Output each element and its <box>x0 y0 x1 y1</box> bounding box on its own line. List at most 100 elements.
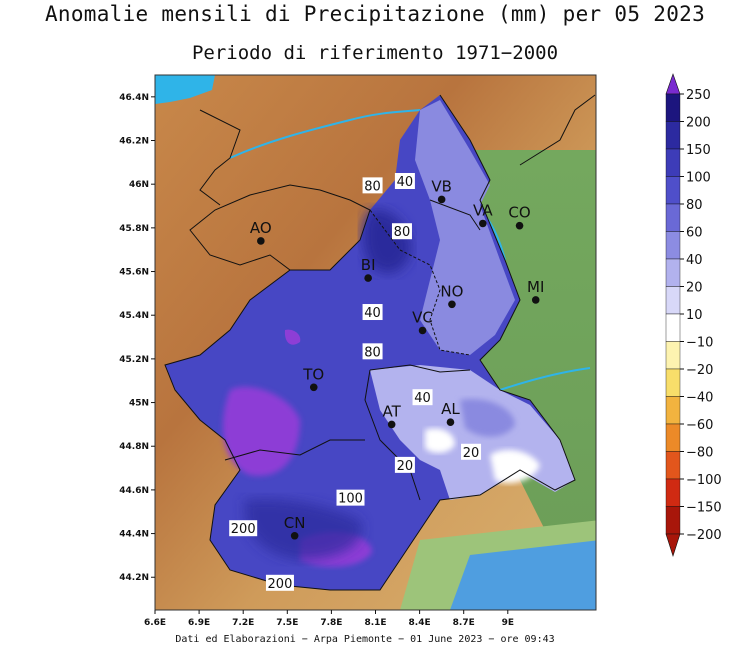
legend-swatch <box>665 93 681 122</box>
contour-label: 40 <box>364 306 381 321</box>
legend-level-label: −150 <box>686 501 722 516</box>
lon-tick-label: 8.4E <box>409 618 431 628</box>
contour-label: 200 <box>268 577 293 592</box>
river-rhone <box>229 109 421 159</box>
legend-swatch <box>665 341 681 370</box>
contour-label: 40 <box>397 175 414 190</box>
legend-swatch <box>665 148 681 177</box>
color-legend: 250 200 150 100 80 60 40 20 10 −10 −20 −40 −60 −80 −10… <box>665 73 722 557</box>
legend-swatch <box>665 231 681 260</box>
city-marker-no <box>448 300 456 309</box>
lon-tick-label: 7.5E <box>276 618 298 628</box>
legend-swatch <box>665 423 681 452</box>
anomaly-cuneo-core <box>244 498 363 560</box>
contour-label-box <box>391 223 412 240</box>
contour-label-box <box>412 389 433 406</box>
legend-level-label: −80 <box>686 446 713 461</box>
contour-label: 80 <box>364 179 381 194</box>
lat-tick-label: 44.2N <box>119 573 149 583</box>
legend-level-label: −40 <box>686 391 713 406</box>
contour-label: 20 <box>397 459 414 474</box>
city-label-co: CO <box>508 204 530 222</box>
lat-tick-label: 45.2N <box>119 355 149 365</box>
contour-label: 100 <box>338 492 363 507</box>
lat-tick-label: 46N <box>129 180 149 190</box>
city-marker-bi <box>364 274 372 282</box>
legend-level-label: −60 <box>686 418 713 433</box>
city-marker-vc <box>418 326 427 335</box>
lat-tick-label: 45.4N <box>119 311 149 321</box>
legend-swatch <box>665 451 681 480</box>
legend-level-label: −10 <box>686 336 713 351</box>
sea <box>450 540 596 610</box>
legend-level-label: 200 <box>686 116 711 131</box>
lat-tick-label: 45.6N <box>119 268 149 278</box>
legend-level-label: −20 <box>686 363 713 378</box>
contour-label-box <box>461 443 482 460</box>
lat-tick-label: 44.4N <box>119 530 149 540</box>
lon-tick-label: 7.2E <box>232 618 254 628</box>
city-label-al: AL <box>441 400 460 418</box>
lat-tick-label: 46.4N <box>119 93 149 103</box>
legend-swatch <box>665 478 681 507</box>
province-borders <box>164 94 596 591</box>
contour-label-box <box>265 574 294 591</box>
lon-tick-label: 9E <box>502 618 514 628</box>
legend-swatch <box>665 313 681 342</box>
contour-label: 200 <box>231 522 256 537</box>
legend-swatch <box>665 176 681 205</box>
city-label-va: VA <box>473 201 493 219</box>
city-label-vb: VB <box>431 177 452 195</box>
lon-tick-label: 7.8E <box>320 618 342 628</box>
legend-level-label: 10 <box>686 308 703 323</box>
lat-tick-label: 44.6N <box>119 486 149 496</box>
river-po-east <box>499 367 591 391</box>
anomaly-al-core <box>460 399 515 437</box>
city-label-ao: AO <box>250 219 272 237</box>
legend-swatch <box>665 258 681 287</box>
city-marker-at <box>387 420 396 429</box>
anomaly-peak-small <box>284 329 301 345</box>
contour-label-box <box>394 456 415 473</box>
contour-labels-layer: 40 80 80 40 80 40 20 20 100 200 200 <box>229 173 482 592</box>
city-marker-to <box>309 383 318 392</box>
lat-tick-label: 45.8N <box>119 224 149 234</box>
legend-swatch <box>665 396 681 425</box>
latitude-axis: 46.4N 46.2N 46N 45.8N 45.6N 45.4N 45.2N 45N 44.8… <box>119 93 155 583</box>
legend-swatch <box>665 121 681 150</box>
city-label-vc: VC <box>412 308 433 326</box>
contour-label: 40 <box>414 391 431 406</box>
contour-label-box <box>229 520 258 537</box>
legend-level-label: 80 <box>686 198 703 213</box>
city-marker-vb <box>437 195 446 204</box>
contour-label-box <box>394 173 415 189</box>
city-label-cn: CN <box>284 514 306 532</box>
legend-level-label: 60 <box>686 226 703 241</box>
legend-level-label: −100 <box>686 473 722 488</box>
anomaly-low-patch-2 <box>425 428 455 453</box>
lon-tick-label: 6.6E <box>144 618 166 628</box>
legend-level-label: −200 <box>686 528 722 543</box>
city-marker-al <box>446 418 455 427</box>
cities-layer: AO VB VA CO BI NO MI VC TO AT AL CN <box>250 177 544 540</box>
lat-tick-label: 46.2N <box>119 137 149 147</box>
contour-label: 80 <box>394 225 411 240</box>
map-subtitle: Periodo di riferimento 1971−2000 <box>191 42 559 64</box>
legend-level-label: 150 <box>686 143 711 158</box>
legend-level-label: 100 <box>686 171 711 186</box>
city-label-bi: BI <box>361 256 376 274</box>
city-marker-va <box>479 219 487 228</box>
contour-label-box <box>362 177 383 194</box>
city-marker-cn <box>290 531 299 540</box>
legend-lower-cap <box>665 533 681 557</box>
lon-tick-label: 8.1E <box>364 618 386 628</box>
anomaly-peak-west <box>222 386 300 476</box>
lat-tick-label: 45N <box>129 399 149 409</box>
city-marker-co <box>515 221 524 230</box>
city-marker-mi <box>531 296 540 304</box>
lon-tick-label: 6.9E <box>188 618 210 628</box>
contour-label: 20 <box>463 446 480 461</box>
contour-label-box <box>336 489 365 506</box>
legend-level-label: 20 <box>686 281 703 296</box>
